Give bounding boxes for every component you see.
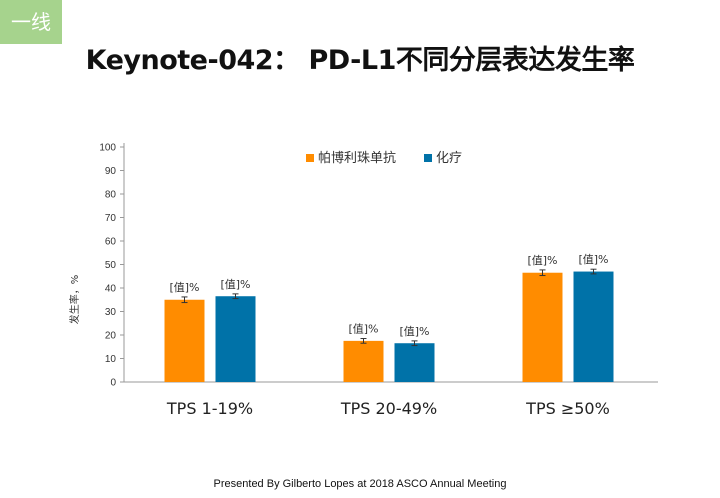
bar: [215, 296, 256, 382]
data-label: [值]%: [578, 253, 608, 266]
data-label: [值]%: [348, 323, 378, 336]
x-category-label: TPS 20-49%: [340, 399, 437, 418]
x-category-label: TPS 1-19%: [166, 399, 253, 418]
section-tag: 一线: [0, 0, 62, 44]
y-tick-label: 50: [105, 260, 117, 271]
y-tick-label: 40: [105, 284, 117, 295]
bar: [394, 343, 435, 382]
footer-credit: Presented By Gilberto Lopes at 2018 ASCO…: [213, 478, 507, 490]
bar: [164, 299, 205, 382]
y-tick-label: 90: [105, 166, 117, 177]
y-axis-label: 发生率，%: [68, 275, 81, 325]
legend-label: 帕博利珠单抗: [318, 151, 396, 166]
legend-swatch: [424, 154, 432, 162]
bar: [343, 340, 384, 382]
y-tick-label: 0: [110, 378, 116, 389]
legend-label: 化疗: [436, 151, 462, 166]
legend-swatch: [306, 154, 314, 162]
slide-title: Keynote-042： PD-L1不同分层表达发生率: [85, 45, 635, 76]
bar: [522, 272, 563, 382]
y-tick-label: 20: [105, 331, 117, 342]
y-tick-label: 10: [105, 354, 117, 365]
y-tick-label: 60: [105, 237, 117, 248]
data-label: [值]%: [399, 325, 429, 338]
x-category-label: TPS ≥50%: [525, 399, 610, 418]
bar: [573, 271, 614, 382]
y-tick-label: 80: [105, 190, 117, 201]
data-label: [值]%: [169, 281, 199, 294]
y-tick-label: 30: [105, 307, 117, 318]
data-label: [值]%: [220, 278, 250, 291]
data-label: [值]%: [527, 254, 557, 267]
y-tick-label: 70: [105, 213, 117, 224]
y-tick-label: 100: [99, 143, 116, 154]
